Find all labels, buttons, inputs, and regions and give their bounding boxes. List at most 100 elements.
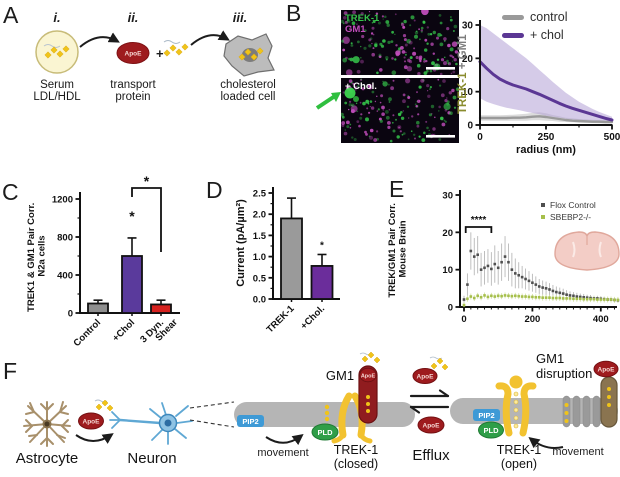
free-cholesterol-icon bbox=[163, 40, 189, 57]
svg-text:PIP2: PIP2 bbox=[242, 417, 258, 426]
svg-text:0.0: 0.0 bbox=[253, 295, 266, 306]
pip2-left: PIP2 bbox=[237, 415, 264, 427]
radius-chart-marks: 0 10 20 30 0 250 500 bbox=[462, 20, 620, 143]
legend-item-sbebp2: SBEBP2-/- bbox=[541, 212, 596, 222]
apoe-transport-protein: ApoE bbox=[116, 42, 150, 64]
gm1-disruption-label-1: GM1 bbox=[536, 351, 564, 366]
svg-text:0: 0 bbox=[467, 121, 473, 132]
control-swatch-icon bbox=[502, 14, 524, 20]
svg-text:1.5: 1.5 bbox=[253, 231, 267, 242]
radius-y-axis-label: TREK-1 + GM1 bbox=[457, 16, 473, 132]
radius-chart-legend: control + chol bbox=[502, 10, 568, 42]
flox-swatch-icon bbox=[541, 203, 545, 207]
green-annotation-arrow-icon bbox=[315, 92, 341, 110]
chol-swatch-icon bbox=[502, 32, 524, 38]
svg-text:PLD: PLD bbox=[318, 428, 334, 437]
ion-flow-icon bbox=[513, 391, 519, 429]
legend-flox-label: Flox Control bbox=[550, 200, 596, 210]
trek1-open-channel bbox=[495, 375, 537, 437]
apoe-empty-particle: ApoE bbox=[417, 416, 445, 434]
neuron-label: Neuron bbox=[127, 450, 176, 467]
movement-arrow-right-icon bbox=[528, 436, 564, 449]
apoe-cholesterol-particle: ApoE bbox=[78, 399, 114, 430]
svg-text:10: 10 bbox=[462, 87, 474, 98]
svg-text:****: **** bbox=[471, 215, 487, 226]
svg-text:0: 0 bbox=[477, 132, 483, 143]
panel-e-letter: E bbox=[389, 176, 405, 202]
brain-chart-marks: 0 10 20 30 0 200 400 **** bbox=[442, 190, 620, 325]
pip2-right: PIP2 bbox=[473, 409, 500, 421]
trek1-open-label-2: (open) bbox=[501, 457, 537, 471]
svg-text:ApoE: ApoE bbox=[361, 374, 376, 380]
transport-caption-1: transport bbox=[110, 79, 156, 91]
neuron-cell bbox=[109, 402, 193, 445]
apoe-label: ApoE bbox=[83, 419, 101, 426]
brain-chart-legend: Flox Control SBEBP2-/- bbox=[541, 200, 596, 222]
serum-ldl-particle bbox=[35, 30, 79, 74]
svg-text:10: 10 bbox=[442, 265, 453, 276]
ylabel-gm1: + GM1 bbox=[457, 34, 469, 73]
step-iii-numeral: iii. bbox=[233, 10, 247, 25]
svg-text:*: * bbox=[144, 173, 150, 189]
panel-c-letter: C bbox=[2, 179, 19, 205]
trek1-closed-label-2: (closed) bbox=[334, 457, 378, 471]
apoe-label: ApoE bbox=[125, 51, 143, 58]
current-bar-chart: Current (pA/µm²) 0.0 0.5 1.0 1.5 2.0 2.5 TREK-… bbox=[235, 187, 340, 335]
sbebp2-swatch-icon bbox=[541, 215, 545, 219]
svg-text:0.5: 0.5 bbox=[253, 273, 267, 284]
svg-text:400: 400 bbox=[57, 271, 73, 282]
apoe-capsule-closed: ApoE bbox=[358, 351, 381, 424]
panel-a-letter: A bbox=[3, 2, 19, 28]
legend-chol-label: + chol bbox=[530, 28, 564, 42]
step-i-numeral: i. bbox=[53, 10, 60, 25]
efflux-label: Efflux bbox=[412, 447, 450, 464]
movement-label-left: movement bbox=[257, 447, 308, 459]
svg-text:500: 500 bbox=[604, 132, 620, 143]
gm1-disruption-label-2: disruption bbox=[536, 366, 592, 381]
panel-f-mechanism-diagram: Astrocyte ApoE Neuron bbox=[16, 351, 619, 471]
n2a-y-axis-label: TREK1 & GM1 Pair Corr. N2a cells bbox=[26, 200, 48, 312]
movement-arrow-left-icon bbox=[265, 433, 304, 446]
current-chart-marks: 0.0 0.5 1.0 1.5 2.0 2.5 TREK-1 +Chol. * bbox=[253, 187, 340, 335]
gm1-lipid-dots-icon bbox=[324, 404, 330, 422]
transport-caption-2: protein bbox=[115, 91, 150, 103]
panel-f-letter: F bbox=[3, 358, 18, 384]
astrocyte-cell bbox=[23, 401, 71, 447]
marker2-label: GM1 bbox=[345, 24, 366, 35]
svg-text:+Chol.: +Chol. bbox=[299, 303, 327, 331]
svg-text:*: * bbox=[320, 240, 324, 251]
svg-text:PLD: PLD bbox=[484, 426, 500, 435]
svg-text:400: 400 bbox=[593, 314, 609, 325]
apoe-capsule-right: ApoE bbox=[593, 360, 619, 428]
arrow-step1-icon bbox=[79, 32, 120, 48]
legend-item-flox: Flox Control bbox=[541, 200, 596, 210]
svg-text:20: 20 bbox=[462, 54, 474, 65]
svg-text:2.5: 2.5 bbox=[253, 189, 267, 200]
svg-text:1.0: 1.0 bbox=[253, 252, 266, 263]
svg-text:TREK-1: TREK-1 bbox=[265, 303, 298, 336]
plus-sign: + bbox=[156, 46, 164, 61]
svg-text:+Chol: +Chol bbox=[110, 317, 137, 344]
pld-right: PLD bbox=[478, 421, 504, 439]
cell-caption-1: cholesterol bbox=[220, 79, 276, 91]
chol-image-caption: + Chol. bbox=[345, 81, 377, 92]
bright-green-cluster bbox=[344, 87, 359, 102]
legend-item-control: control bbox=[502, 10, 568, 24]
disrupted-gm1-pillars bbox=[562, 395, 601, 428]
svg-text:*: * bbox=[129, 208, 135, 224]
legend-sbebp2-label: SBEBP2-/- bbox=[550, 212, 592, 222]
pld-left: PLD bbox=[311, 423, 339, 441]
brain-y-axis-label: TREK/GM1 Pair Corr. Mouse Brain bbox=[387, 200, 409, 297]
zoom-line-bottom bbox=[189, 419, 235, 428]
svg-text:30: 30 bbox=[442, 191, 453, 202]
microscopy-image-control bbox=[341, 10, 459, 75]
serum-caption-2: LDL/HDL bbox=[33, 91, 81, 103]
svg-text:0: 0 bbox=[461, 314, 466, 325]
panel-d-letter: D bbox=[206, 177, 223, 203]
svg-text:2.0: 2.0 bbox=[253, 210, 266, 221]
gm1-label: GM1 bbox=[326, 368, 354, 383]
mouse-brain-illustration bbox=[554, 231, 620, 271]
svg-text:ApoE: ApoE bbox=[423, 423, 441, 430]
